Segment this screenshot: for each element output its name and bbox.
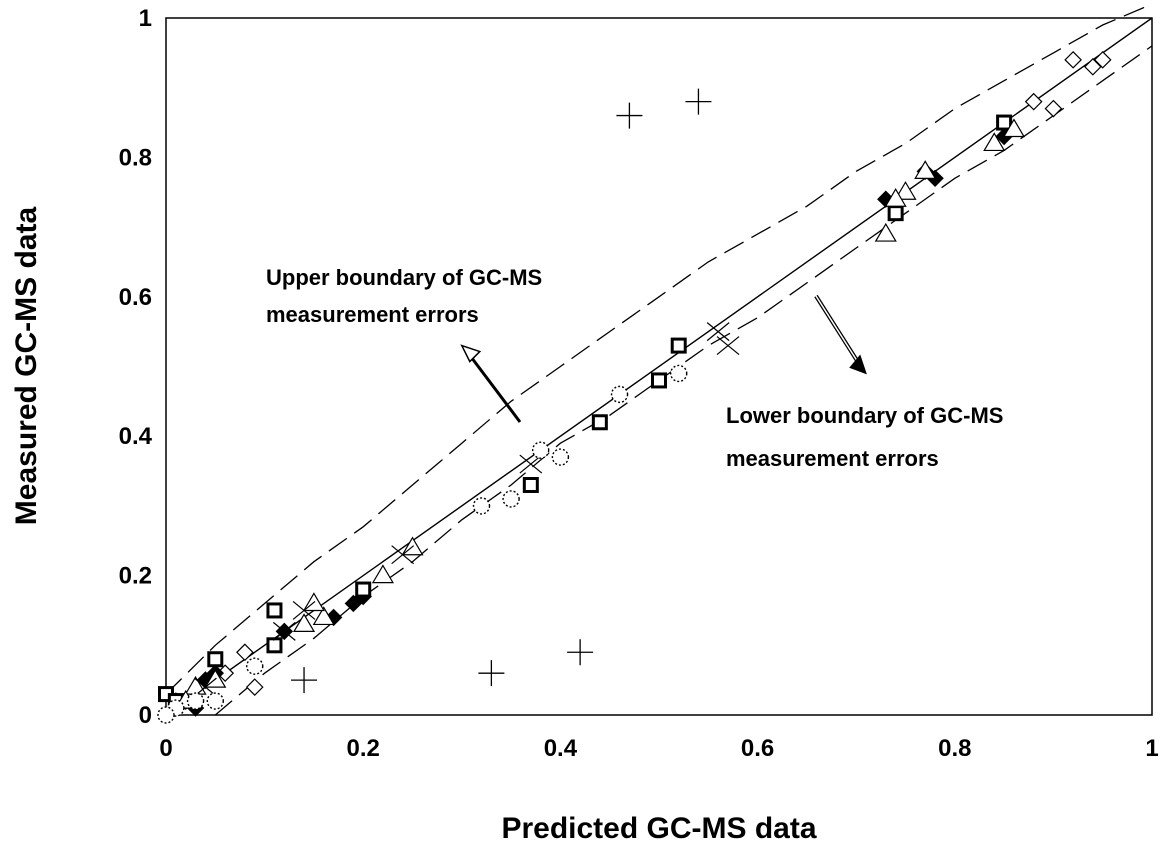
point-diamond-open: [1083, 57, 1102, 76]
upper-arrow-shaft: [466, 351, 522, 423]
point-diamond-open: [1064, 50, 1082, 69]
y-tick-label: 0.2: [119, 563, 152, 590]
point-circle-dotted: [610, 385, 629, 404]
y-tick-label: 0.6: [119, 284, 152, 311]
point-x: [706, 322, 730, 342]
y-axis-ticks: 0 0.2 0.4 0.6 0.8 1: [119, 5, 153, 729]
point-square-open: [591, 414, 608, 431]
lower-boundary-line: [214, 45, 1153, 716]
point-triangle-open: [983, 132, 1006, 152]
data-markers: [157, 50, 1112, 724]
point-circle-dotted: [157, 706, 175, 724]
annotation-lower-line-2: measurement errors: [726, 446, 939, 471]
x-tick-label: 0: [159, 735, 172, 762]
annotation-upper-line-2: measurement errors: [266, 302, 479, 327]
y-tick-label: 0: [139, 702, 152, 729]
x-tick-label: 0.2: [347, 735, 380, 762]
point-plus: [478, 660, 505, 687]
y-tick-label: 1: [139, 5, 152, 32]
x-axis-ticks: 0 0.2 0.4 0.6 0.8 1: [159, 735, 1158, 762]
point-plus: [616, 102, 643, 129]
point-circle-dotted: [670, 364, 688, 383]
point-x: [272, 621, 296, 641]
point-square-open: [522, 476, 539, 493]
point-circle-dotted: [206, 692, 225, 710]
point-square-open: [651, 372, 667, 389]
annotation-arrows: [460, 294, 867, 423]
point-circle-dotted: [531, 441, 550, 459]
point-circle-dotted: [186, 692, 205, 710]
point-square-open: [887, 205, 904, 222]
point-diamond-open: [1024, 92, 1043, 111]
upper-arrow-head: [460, 344, 482, 363]
point-triangle-open: [894, 181, 917, 200]
x-tick-label: 0.6: [741, 735, 774, 762]
point-triangle-open: [1002, 118, 1026, 138]
point-square-open: [355, 581, 372, 598]
point-diamond-filled: [344, 594, 363, 613]
reference-lines: [165, 3, 1153, 716]
point-square-open: [266, 637, 283, 654]
point-square-open: [266, 602, 283, 619]
point-plus: [567, 639, 594, 666]
point-diamond-open: [236, 643, 254, 662]
point-x: [391, 545, 415, 565]
point-triangle-open: [914, 160, 937, 179]
x-tick-label: 0.4: [544, 735, 578, 762]
point-square-open: [207, 651, 224, 668]
point-diamond-open: [245, 678, 264, 696]
point-x: [194, 677, 217, 697]
point-circle-dotted: [472, 497, 491, 515]
point-triangle-open: [874, 222, 897, 242]
point-circle-dotted: [246, 657, 264, 675]
point-x: [519, 454, 543, 474]
lower-arrow-shaft-inner: [815, 295, 861, 366]
point-square-open: [670, 337, 687, 354]
point-triangle-open: [312, 606, 335, 626]
x-tick-label: 1: [1145, 735, 1158, 762]
parity-line: [165, 17, 1153, 716]
lower-arrow-head: [849, 354, 867, 375]
y-axis-title: Measured GC-MS data: [10, 206, 43, 525]
y-tick-label: 0.4: [119, 423, 153, 450]
point-triangle-open: [371, 564, 394, 584]
point-x: [292, 600, 316, 620]
point-circle-dotted: [551, 448, 570, 466]
point-square-open: [996, 114, 1013, 131]
point-plus: [685, 88, 712, 115]
point-triangle-open: [884, 188, 907, 207]
upper-boundary-line: [165, 3, 1153, 695]
annotation-lower-line-1: Lower boundary of GC-MS: [726, 403, 1003, 428]
point-circle-dotted: [502, 490, 520, 508]
annotation-upper-line-1: Upper boundary of GC-MS: [266, 265, 542, 290]
point-triangle-open: [292, 613, 316, 632]
point-plus: [291, 667, 318, 694]
point-diamond-open: [1044, 99, 1063, 118]
y-tick-label: 0.8: [119, 144, 152, 171]
point-x: [716, 336, 740, 356]
x-tick-label: 0.8: [938, 735, 971, 762]
x-axis-title: Predicted GC-MS data: [501, 812, 816, 845]
